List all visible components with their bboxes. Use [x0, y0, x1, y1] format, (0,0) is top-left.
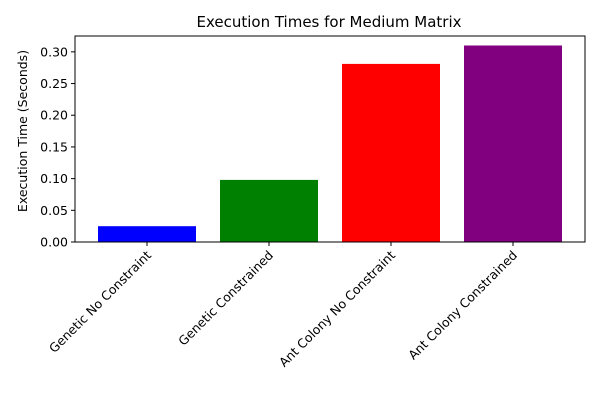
x-tick-label: Genetic No Constraint [46, 247, 154, 355]
plot-frame [74, 35, 586, 243]
y-ticks-group: 0.00 0.05 0.10 0.15 0.20 0.25 0.30 [40, 44, 75, 250]
y-tick-label: 0.30 [40, 44, 68, 59]
bar-0 [98, 226, 196, 242]
y-tick-label: 0.15 [40, 139, 68, 154]
bar-2 [342, 63, 440, 243]
y-tick-label: 0.20 [40, 108, 68, 123]
bar-1 [220, 179, 318, 242]
chart-title: Execution Times for Medium Matrix [196, 13, 461, 31]
x-tick-label: Ant Colony Constrained [405, 248, 520, 363]
bar-3 [464, 45, 562, 242]
y-tick-label: 0.05 [40, 203, 68, 218]
y-tick-label: 0.25 [40, 76, 68, 91]
x-ticks-group: Genetic No Constraint Genetic Constrained… [46, 242, 520, 370]
x-tick-label: Genetic Constrained [175, 248, 276, 349]
y-axis-label: Execution Time (Seconds) [15, 50, 30, 212]
y-tick-label: 0.00 [40, 235, 68, 250]
y-tick-label: 0.10 [40, 171, 68, 186]
bars-group [98, 45, 562, 243]
x-tick-label: Ant Colony No Constraint [276, 247, 398, 369]
